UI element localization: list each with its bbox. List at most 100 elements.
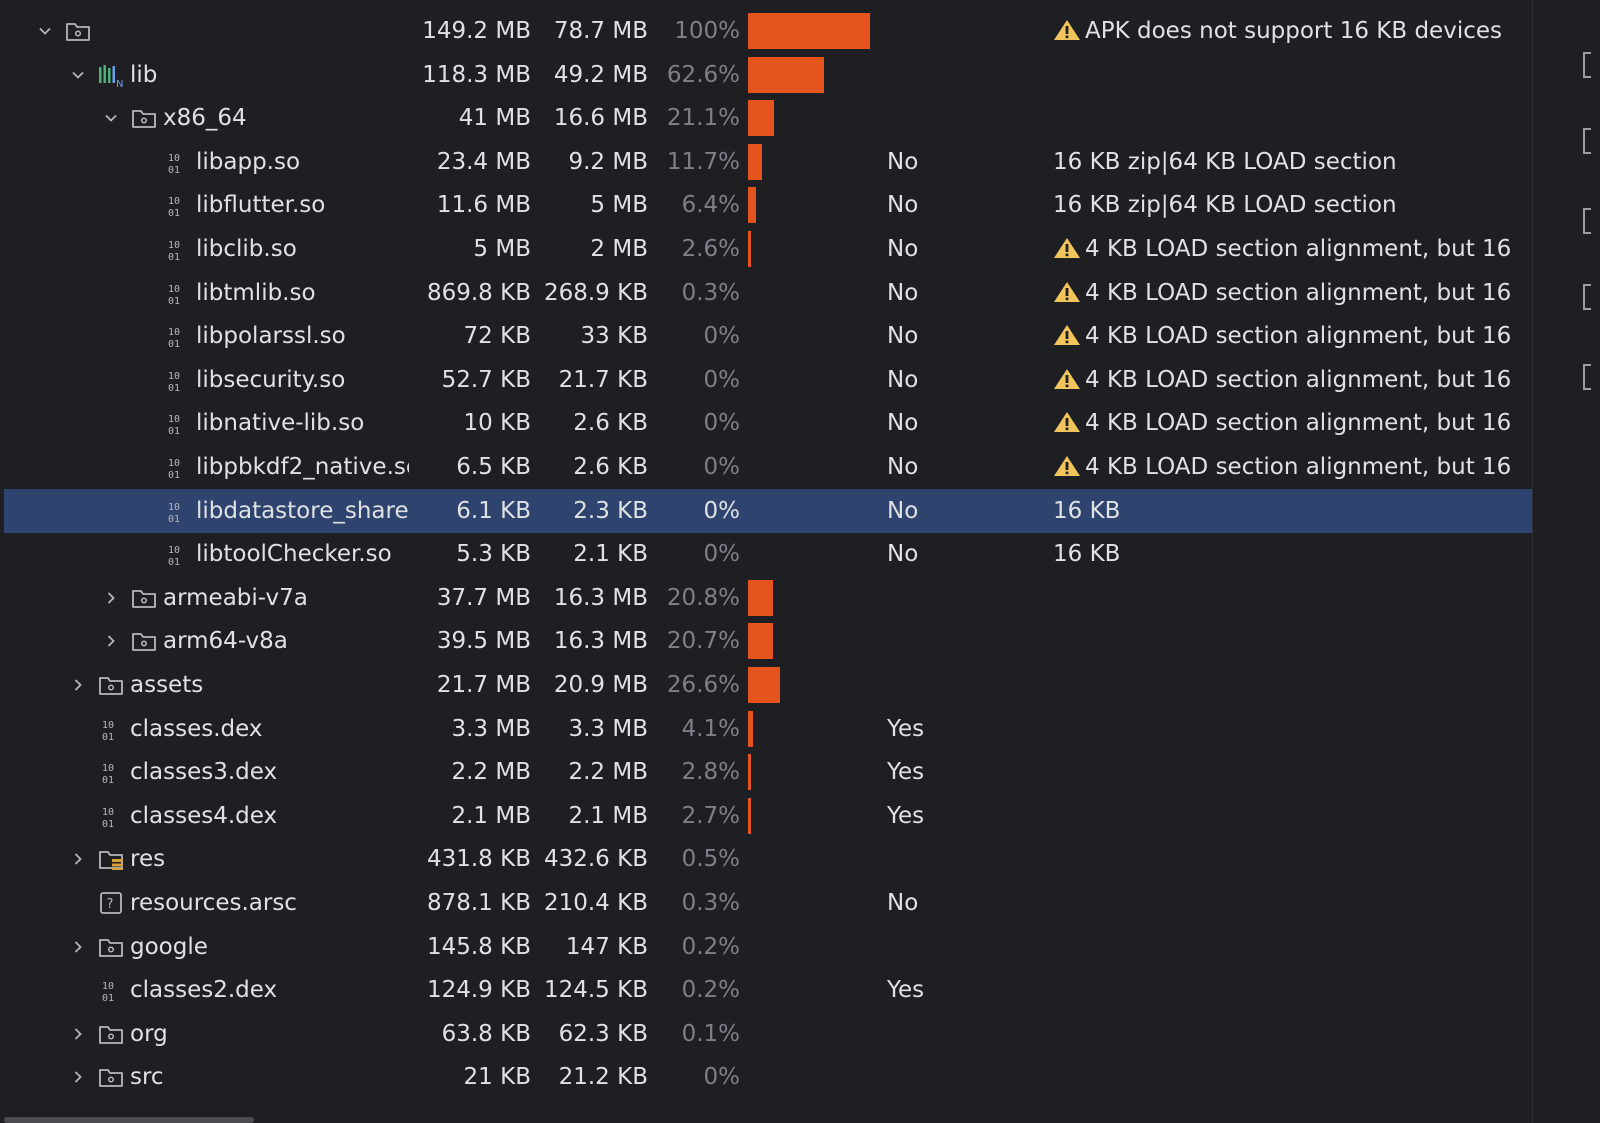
size-bar — [748, 710, 753, 747]
raw-size: 869.8 KB — [426, 279, 531, 306]
table-row[interactable]: 10 01 libtmlib.so 869.8 KB 268.9 KB 0.3% No 4 K… — [4, 271, 1532, 315]
file-name: resources.arsc — [130, 890, 297, 916]
svg-text:10: 10 — [168, 545, 180, 556]
table-row[interactable]: ? resources.arsc 878.1 KB 210.4 KB 0.3% No — [4, 881, 1532, 925]
raw-size: 3.3 MB — [451, 715, 531, 742]
table-row[interactable]: 10 01 libdatastore_sharec 6.1 KB 2.3 KB 0% No 1… — [4, 488, 1532, 533]
chevron-down-icon[interactable] — [100, 107, 122, 129]
apk-analyzer-tree[interactable]: 149.2 MB 78.7 MB 100% APK does not support … — [0, 0, 1532, 1123]
table-row[interactable]: 10 01 libflutter.so 11.6 MB 5 MB 6.4% No 16 KB … — [4, 183, 1532, 227]
download-size: 62.3 KB — [558, 1020, 648, 1047]
table-row[interactable]: 10 01 libapp.so 23.4 MB 9.2 MB 11.7% No 16 KB z… — [4, 140, 1532, 184]
size-percent: 0.3% — [681, 279, 740, 306]
download-size: 124.5 KB — [543, 977, 648, 1004]
table-row[interactable]: assets 21.7 MB 20.9 MB 26.6% — [4, 663, 1532, 707]
file-name: google — [130, 933, 208, 960]
alignment-note-text: 4 KB LOAD section alignment, but 16 — [1085, 236, 1512, 262]
raw-size: 5.3 KB — [456, 541, 531, 568]
table-row[interactable]: 10 01 libnative-lib.so 10 KB 2.6 KB 0% No 4 KB … — [4, 401, 1532, 445]
compressed-flag: No — [887, 410, 919, 437]
table-row[interactable]: 10 01 classes4.dex 2.1 MB 2.1 MB 2.7% Yes — [4, 794, 1532, 838]
gutter-bracket-icon — [1583, 284, 1591, 310]
warning-icon — [1054, 238, 1080, 258]
table-row[interactable]: 10 01 libsecurity.so 52.7 KB 21.7 KB 0% No 4 KB… — [4, 358, 1532, 402]
download-size: 210.4 KB — [543, 890, 648, 916]
gutter-bracket-icon — [1583, 128, 1591, 154]
svg-text:10: 10 — [168, 371, 180, 382]
alignment-note-text: 4 KB LOAD section alignment, but 16 — [1085, 410, 1512, 437]
raw-size: 5 MB — [473, 236, 531, 262]
alignment-note: 16 KB — [1053, 489, 1532, 533]
chevron-down-icon[interactable] — [34, 20, 56, 42]
alignment-note: 4 KB LOAD section alignment, but 16 — [1053, 227, 1532, 271]
size-percent: 0.5% — [681, 846, 740, 873]
size-percent: 11.7% — [666, 148, 740, 175]
svg-text:10: 10 — [168, 458, 180, 469]
chevron-right-icon[interactable] — [100, 587, 122, 609]
file-name: libsecurity.so — [196, 366, 346, 393]
alignment-note: 4 KB LOAD section alignment, but 16 — [1053, 358, 1532, 402]
file-name: classes.dex — [130, 715, 263, 742]
download-size: 49.2 MB — [553, 61, 648, 88]
chevron-right-icon[interactable] — [67, 936, 89, 958]
table-row[interactable]: 10 01 libpolarssl.so 72 KB 33 KB 0% No 4 KB LOA… — [4, 314, 1532, 358]
alignment-note-text: 4 KB LOAD section alignment, but 16 — [1085, 323, 1512, 350]
file-name: libnative-lib.so — [196, 410, 365, 437]
raw-size: 2.1 MB — [451, 802, 531, 829]
table-row[interactable]: res 431.8 KB 432.6 KB 0.5% — [4, 837, 1532, 881]
table-row[interactable]: 10 01 libtoolChecker.so 5.3 KB 2.1 KB 0% No 16 … — [4, 532, 1532, 576]
download-size: 20.9 MB — [553, 672, 648, 698]
chevron-right-icon[interactable] — [67, 1066, 89, 1088]
size-percent: 2.6% — [681, 236, 740, 262]
table-row[interactable]: 10 01 libpbkdf2_native.sc 6.5 KB 2.6 KB 0% No 4… — [4, 445, 1532, 489]
binary-file-icon: 10 01 — [97, 717, 125, 743]
table-row[interactable]: 10 01 classes.dex 3.3 MB 3.3 MB 4.1% Yes — [4, 707, 1532, 751]
size-percent: 0% — [703, 541, 741, 568]
size-bar — [748, 143, 762, 180]
size-percent: 0.1% — [681, 1020, 740, 1047]
table-row[interactable]: 10 01 classes2.dex 124.9 KB 124.5 KB 0.2% Yes — [4, 968, 1532, 1012]
alignment-note-text: 16 KB zip|64 KB LOAD section — [1053, 192, 1397, 219]
chevron-right-icon[interactable] — [67, 674, 89, 696]
size-bar — [748, 754, 751, 791]
file-name: libclib.so — [196, 236, 297, 262]
table-row[interactable]: x86_64 41 MB 16.6 MB 21.1% — [4, 96, 1532, 140]
size-percent: 0% — [703, 1064, 741, 1091]
alignment-note: APK does not support 16 KB devices — [1053, 9, 1532, 53]
size-percent: 4.1% — [681, 715, 740, 742]
folder-icon — [130, 629, 158, 653]
file-name: classes3.dex — [130, 759, 278, 786]
binary-file-icon: 10 01 — [163, 237, 191, 263]
alignment-note-text: 16 KB — [1053, 497, 1121, 524]
table-row[interactable]: src 21 KB 21.2 KB 0% — [4, 1055, 1532, 1099]
alignment-note: 4 KB LOAD section alignment, but 16 — [1053, 445, 1532, 489]
table-row[interactable]: 10 01 classes3.dex 2.2 MB 2.2 MB 2.8% Yes — [4, 750, 1532, 794]
raw-size: 10 KB — [463, 410, 531, 437]
table-row[interactable]: 149.2 MB 78.7 MB 100% APK does not support … — [4, 9, 1532, 53]
warning-icon — [1054, 281, 1080, 302]
alignment-note: 4 KB LOAD section alignment, but 16 — [1053, 271, 1532, 315]
table-row[interactable]: org 63.8 KB 62.3 KB 0.1% — [4, 1012, 1532, 1056]
horizontal-scrollbar-thumb[interactable] — [4, 1117, 254, 1123]
download-size: 2.1 KB — [573, 541, 648, 568]
table-row[interactable]: armeabi-v7a 37.7 MB 16.3 MB 20.8% — [4, 576, 1532, 620]
table-row[interactable]: google 145.8 KB 147 KB 0.2% — [4, 925, 1532, 969]
table-row[interactable]: 10 01 libclib.so 5 MB 2 MB 2.6% No 4 KB LOAD se… — [4, 227, 1532, 271]
file-name: assets — [130, 672, 204, 698]
file-name: libflutter.so — [196, 192, 326, 219]
folder-icon — [97, 1065, 125, 1089]
folder-icon — [97, 935, 125, 959]
svg-text:01: 01 — [102, 819, 114, 828]
size-bar — [748, 56, 824, 93]
raw-size: 124.9 KB — [426, 977, 531, 1004]
chevron-right-icon[interactable] — [67, 848, 89, 870]
file-name: libtoolChecker.so — [196, 541, 392, 568]
chevron-right-icon[interactable] — [67, 1023, 89, 1045]
download-size: 2.6 KB — [573, 410, 648, 437]
table-row[interactable]: arm64-v8a 39.5 MB 16.3 MB 20.7% — [4, 619, 1532, 663]
right-gutter — [1532, 0, 1600, 1123]
chevron-down-icon[interactable] — [67, 64, 89, 86]
gutter-bracket-icon — [1583, 364, 1591, 390]
chevron-right-icon[interactable] — [100, 630, 122, 652]
